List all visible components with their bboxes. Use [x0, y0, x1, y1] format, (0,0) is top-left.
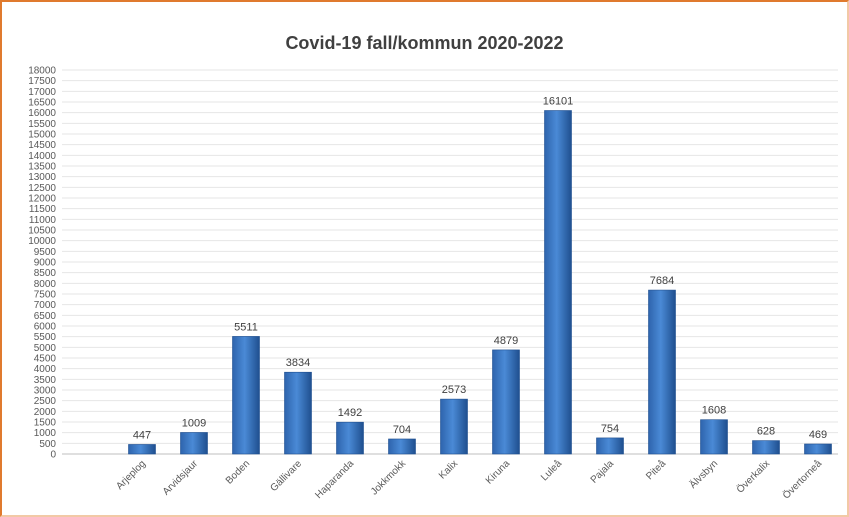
y-tick-label: 10000: [28, 236, 56, 247]
data-label: 5511: [234, 321, 258, 333]
y-tick-label: 7500: [34, 290, 57, 301]
y-tick-label: 11000: [29, 215, 57, 226]
y-tick-label: 5000: [34, 343, 57, 354]
bar: [232, 336, 260, 455]
data-label: 704: [393, 424, 411, 436]
y-tick-label: 16000: [28, 108, 56, 119]
y-tick-label: 12000: [28, 194, 56, 205]
y-tick-label: 8000: [34, 279, 57, 290]
y-tick-label: 6500: [34, 311, 57, 322]
y-tick-label: 500: [39, 439, 56, 450]
bar: [804, 443, 832, 455]
y-tick-label: 4500: [34, 354, 57, 365]
x-tick-label: Övertorneå: [780, 457, 824, 501]
bar: [440, 398, 468, 455]
y-tick-label: 13000: [28, 172, 56, 183]
data-label: 469: [809, 429, 827, 441]
x-tick-label: Boden: [224, 458, 252, 486]
x-tick-label: Kiruna: [484, 458, 513, 487]
y-tick-label: 12500: [28, 183, 56, 194]
x-tick-label: Luleå: [538, 457, 564, 483]
y-tick-label: 16500: [28, 98, 56, 109]
y-tick-label: 18000: [28, 66, 56, 77]
x-tick-label: Överkalix: [734, 458, 772, 496]
x-tick-label: Arjeplog: [114, 458, 148, 492]
bar: [128, 444, 156, 455]
data-label: 1492: [338, 407, 362, 419]
data-label: 754: [601, 423, 619, 435]
bar: [388, 438, 416, 455]
y-tick-label: 10500: [28, 226, 56, 237]
x-tick-label: Arvidsjaur: [161, 458, 201, 498]
data-label: 1009: [182, 417, 206, 429]
y-tick-label: 1000: [34, 428, 57, 439]
bar: [752, 440, 780, 455]
bar: [648, 289, 676, 455]
y-tick-label: 2500: [34, 396, 57, 407]
y-tick-label: 9500: [34, 247, 57, 258]
y-tick-label: 2000: [34, 407, 57, 418]
bar: [596, 437, 624, 455]
data-label: 7684: [650, 275, 674, 287]
x-tick-label: Pajala: [589, 458, 617, 486]
data-label: 447: [133, 429, 151, 441]
y-tick-label: 14000: [28, 151, 56, 162]
bar: [336, 421, 364, 455]
data-label: 16101: [543, 96, 574, 108]
y-tick-label: 9000: [34, 258, 57, 269]
x-tick-label: Jokkmokk: [369, 458, 409, 498]
x-tick-label: Älvsbyn: [687, 458, 720, 491]
x-tick-label: Kalix: [437, 458, 460, 481]
bar: [492, 349, 520, 455]
y-tick-label: 8500: [34, 268, 57, 279]
y-tick-label: 15000: [28, 130, 56, 141]
data-label: 1608: [702, 405, 726, 417]
y-tick-label: 3500: [34, 375, 57, 386]
y-tick-label: 0: [50, 450, 56, 461]
y-tick-label: 7000: [34, 300, 57, 311]
y-tick-label: 13500: [28, 162, 56, 173]
bar: [180, 432, 208, 455]
y-tick-label: 1500: [34, 418, 57, 429]
y-tick-label: 17000: [28, 87, 56, 98]
x-tick-label: Haparanda: [313, 458, 356, 501]
x-tick-label: Gällivare: [268, 458, 304, 494]
x-tick-label: Piteå: [644, 457, 669, 482]
data-label: 4879: [494, 335, 518, 347]
y-tick-label: 15500: [28, 119, 56, 130]
y-tick-label: 14500: [28, 140, 56, 151]
bar: [284, 371, 312, 455]
bar: [544, 110, 572, 455]
y-tick-label: 6000: [34, 322, 57, 333]
data-label: 3834: [286, 357, 310, 369]
data-label: 628: [757, 426, 775, 438]
y-tick-label: 3000: [34, 386, 57, 397]
bar: [700, 419, 728, 455]
y-tick-label: 17500: [28, 76, 56, 87]
y-tick-label: 5500: [34, 332, 57, 343]
y-tick-label: 11500: [29, 204, 57, 215]
data-label: 2573: [442, 384, 466, 396]
y-tick-label: 4000: [34, 364, 57, 375]
chart-title: Covid-19 fall/kommun 2020-2022: [285, 33, 564, 53]
